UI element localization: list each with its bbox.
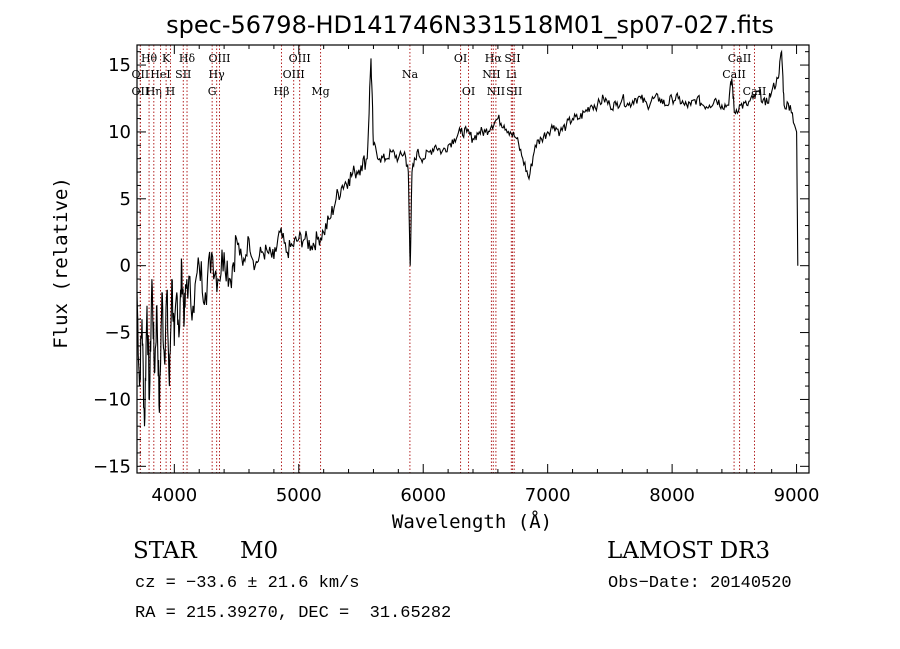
line-marker-label: HeI — [150, 68, 170, 81]
redshift-label: cz = −33.6 ± 21.6 km/s — [135, 574, 360, 593]
x-tick-label: 9000 — [774, 485, 820, 506]
line-marker-label: Li — [506, 68, 517, 81]
coords-label: RA = 215.39270, DEC = 31.65282 — [135, 604, 452, 623]
line-marker-label: Hβ — [274, 85, 290, 98]
line-marker-label: Hθ — [141, 52, 158, 65]
line-marker-label: OI — [454, 52, 467, 65]
y-axis-label: Flux (relative) — [50, 177, 72, 349]
line-marker-label: SII — [506, 85, 522, 98]
line-marker-label: Na — [402, 68, 419, 81]
line-marker-label: OIII — [289, 52, 311, 65]
y-tick-label: 0 — [120, 256, 131, 277]
survey-label: LAMOST DR3 — [607, 538, 771, 564]
subclass-label: M0 — [240, 538, 279, 564]
x-tick-label: 6000 — [400, 485, 446, 506]
line-marker-label: H — [166, 85, 176, 98]
y-tick-label: 10 — [108, 122, 131, 143]
line-marker-label: K — [162, 52, 171, 65]
line-marker-label: NII — [487, 85, 505, 98]
line-marker-label: CaII — [722, 68, 746, 81]
line-marker-label: CaII — [728, 52, 752, 65]
y-tick-label: 15 — [108, 55, 131, 76]
line-marker-label: NII — [482, 68, 500, 81]
x-tick-label: 7000 — [525, 485, 571, 506]
line-marker-label: Hα — [485, 52, 503, 65]
y-tick-label: −10 — [93, 389, 131, 410]
plot-frame — [136, 44, 810, 474]
axis-ticks: 4000 5000 6000 7000 8000 9000 −15 −10 −5 0 5 10 15 — [93, 45, 819, 506]
x-tick-label: 5000 — [276, 485, 322, 506]
class-label: STAR — [133, 538, 197, 564]
line-marker-label: G — [208, 85, 217, 98]
x-axis-label: Wavelength (Å) — [392, 510, 552, 533]
y-tick-label: −5 — [104, 323, 131, 344]
line-marker-label: OIII — [208, 52, 230, 65]
spectrum-line — [136, 49, 799, 427]
obs-date-label: Obs−Date: 20140520 — [608, 574, 792, 593]
line-marker-label: Hδ — [179, 52, 196, 65]
y-tick-label: −15 — [93, 456, 131, 477]
line-marker-label: SII — [175, 68, 191, 81]
line-marker-label: SII — [504, 52, 520, 65]
line-marker-label: Mg — [311, 85, 329, 98]
line-marker-label: OI — [462, 85, 475, 98]
line-marker-label: OIII — [283, 68, 305, 81]
chart-title: spec-56798-HD141746N331518M01_sp07-027.f… — [166, 11, 774, 39]
x-tick-label: 4000 — [151, 485, 197, 506]
line-marker-label: Hη — [146, 85, 162, 98]
y-tick-label: 5 — [120, 189, 131, 210]
x-tick-label: 8000 — [649, 485, 695, 506]
line-marker-label: Hγ — [209, 68, 226, 81]
